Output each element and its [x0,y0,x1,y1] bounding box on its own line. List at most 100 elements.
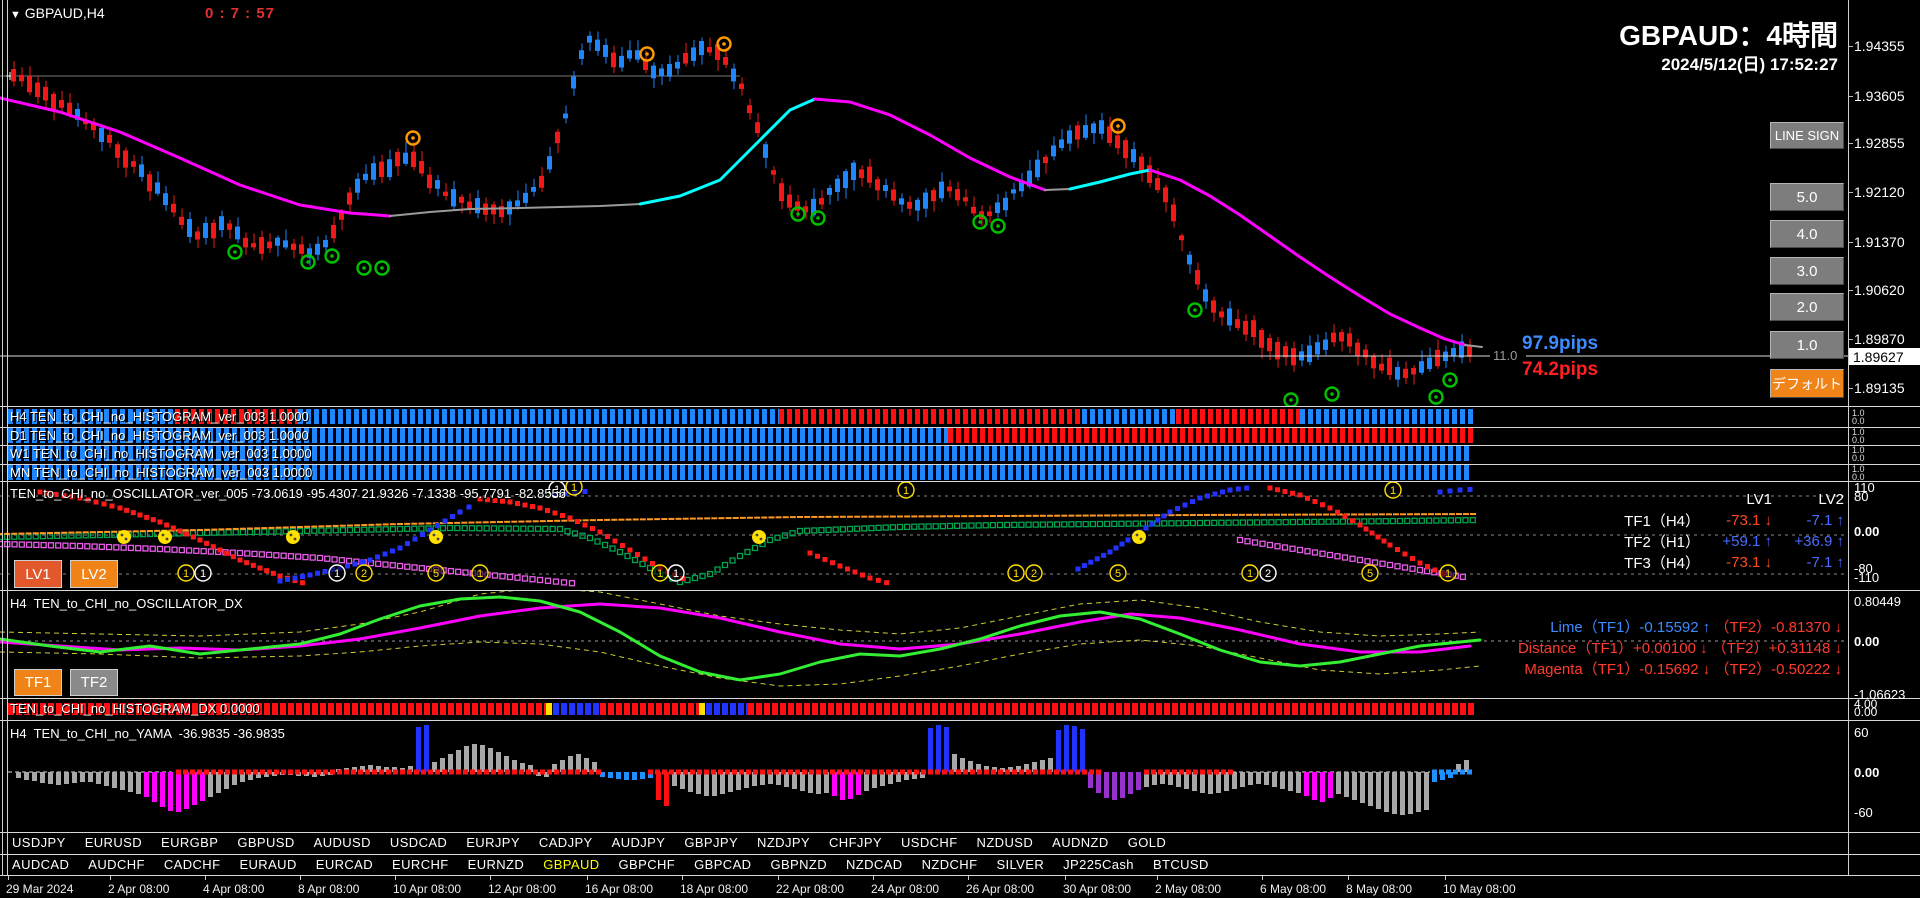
histogram-row-0 [8,409,1473,424]
symbol-tab-EURNZD[interactable]: EURNZD [467,857,525,872]
price-tick [1848,143,1853,144]
price-tick [1848,242,1853,243]
lv2-button[interactable]: LV2 [70,560,118,588]
svg-text:1: 1 [673,568,679,580]
dx-scale-label: 0.00 [1854,634,1880,649]
panel-separator [0,480,1920,482]
level-button-4.0[interactable]: 4.0 [1770,220,1844,248]
moving-average-segment [1068,168,1152,191]
symbol-tab-GBPUSD[interactable]: GBPUSD [237,835,295,850]
axis-border-line [1848,0,1849,876]
price-label: 1.93605 [1854,88,1905,104]
histogram-row-scale: 1.0 0.0 [1852,426,1865,445]
moving-average-segment [389,203,641,217]
dropdown-icon[interactable]: ▼ [10,9,21,21]
histogram-row-2 [8,446,1469,461]
symbol-tab-GOLD[interactable]: GOLD [1127,835,1167,850]
oscillator-scale-label: 0.00 [1854,524,1880,539]
svg-text:2: 2 [361,568,367,580]
symbol-tab-AUDCAD[interactable]: AUDCAD [12,857,70,872]
moving-average-segment [1044,188,1071,191]
yama-scale-label: 0.00 [1854,765,1880,780]
symbol-tab-CADJPY[interactable]: CADJPY [538,835,593,850]
dx-histogram-label: TEN_to_CHI_no_HISTOGRAM_DX 0.0000 [10,701,260,716]
symbol-tab-NZDCAD[interactable]: NZDCAD [846,857,903,872]
level-button-3.0[interactable]: 3.0 [1770,257,1844,285]
symbol-tab-GBPJPY[interactable]: GBPJPY [684,835,739,850]
oscillator-tf-table: LV1 LV2 TF1（H4） -73.1 ↓ -7.1 ↑ TF2（H1） +59.1 ↑… [1600,489,1844,573]
time-axis-label: 10 May 08:00 [1443,882,1516,896]
price-label: 1.92120 [1854,184,1905,200]
time-axis-label: 16 Apr 08:00 [585,882,654,896]
tf-table-row: TF3（H4） -73.1 ↓ -7.1 ↑ [1624,554,1844,572]
level-button-2.0[interactable]: 2.0 [1770,293,1844,321]
symbol-tab-NZDCHF[interactable]: NZDCHF [921,857,978,872]
dx-label: H4 TEN_to_CHI_no_OSCILLATOR_DX [10,596,243,611]
histogram-row-scale: 1.0 0.0 [1852,445,1865,463]
symbol-tab-GBPNZD[interactable]: GBPNZD [770,857,828,872]
moving-average-segment [813,97,1047,192]
tf2-button[interactable]: TF2 [70,669,118,696]
symbol-tab-USDCHF[interactable]: USDCHF [900,835,958,850]
default-button[interactable]: デフォルト [1770,369,1844,398]
panel-separator [0,426,1920,428]
symbol-tab-GBPCHF[interactable]: GBPCHF [618,857,676,872]
symbol-tab-CHFJPY[interactable]: CHFJPY [829,835,882,850]
svg-text:1: 1 [1390,485,1396,497]
main-price-chart[interactable]: 11.0 [0,0,1848,406]
svg-text:1: 1 [183,568,189,580]
symbol-tab-SILVER[interactable]: SILVER [996,857,1045,872]
symbol-tab-EURCAD[interactable]: EURCAD [315,857,374,872]
level-button-5.0[interactable]: 5.0 [1770,183,1844,211]
price-label: 1.91370 [1854,234,1905,250]
time-axis[interactable]: 29 Mar 2024 2 Apr 08:00 4 Apr 08:00 8 Apr 0… [0,876,1920,898]
symbol-tab-AUDUSD[interactable]: AUDUSD [313,835,371,850]
symbol-tab-BTCUSD[interactable]: BTCUSD [1152,857,1209,872]
symbol-tab-EURGBP[interactable]: EURGBP [161,835,219,850]
symbol-tab-AUDCHF[interactable]: AUDCHF [88,857,145,872]
symbol-tab-EURAUD[interactable]: EURAUD [239,857,297,872]
symbol-tab-CADCHF[interactable]: CADCHF [163,857,221,872]
oscillator-label: TEN_to_CHI_no_OSCILLATOR_ver_005 -73.061… [10,486,567,501]
symbol-tab-EURUSD[interactable]: EURUSD [84,835,142,850]
moving-average-segment [1148,168,1467,347]
symbol-tabs-row1: USDJPY EURUSD EURGBP GBPUSD AUDUSD USDCAD EURJ… [0,833,1860,852]
symbol-tab-JP225Cash[interactable]: JP225Cash [1063,857,1134,872]
svg-text:1: 1 [1445,568,1451,580]
tf1-button[interactable]: TF1 [14,669,62,696]
symbol-tab-GBPAUD[interactable]: GBPAUD [543,857,600,872]
lv1-button[interactable]: LV1 [14,560,62,588]
price-tick [1848,339,1853,340]
symbol-tab-GBPCAD[interactable]: GBPCAD [694,857,752,872]
symbol-tab-NZDJPY[interactable]: NZDJPY [757,835,810,850]
line-sign-button[interactable]: LINE SIGN [1770,122,1844,149]
price-tick [1848,290,1853,291]
symbol-tab-AUDNZD[interactable]: AUDNZD [1052,835,1109,850]
dx-histogram-row [8,703,1474,715]
symbol-tab-AUDJPY[interactable]: AUDJPY [611,835,666,850]
yama-scale-label: 60 [1854,725,1869,740]
left-border-line [2,0,3,876]
symbol-tab-USDJPY[interactable]: USDJPY [12,835,66,850]
panel-separator [0,831,1920,833]
time-axis-label: 4 Apr 08:00 [203,882,265,896]
left-border-line2 [7,0,8,876]
yama-scale-label: -60 [1854,805,1873,820]
symbol-tab-NZDUSD[interactable]: NZDUSD [976,835,1034,850]
svg-text:1: 1 [334,568,340,580]
svg-text:2: 2 [1265,568,1271,580]
yama-label: H4 TEN_to_CHI_no_YAMA -36.9835 -36.9835 [10,726,285,741]
yama-panel [8,725,1472,815]
svg-text:1: 1 [200,568,206,580]
symbol-tab-EURCHF[interactable]: EURCHF [392,857,449,872]
time-axis-label: 8 May 08:00 [1346,882,1413,896]
header-datetime: 2024/5/12(日) 17:52:27 [1661,55,1838,74]
price-label: 1.92855 [1854,135,1905,151]
svg-text:1: 1 [1013,568,1019,580]
dx-value-line: Magenta（TF1）-0.15692 ↓ （TF2）-0.50222 ↓ [1524,661,1842,678]
symbol-tab-EURJPY[interactable]: EURJPY [466,835,520,850]
time-axis-label: 22 Apr 08:00 [776,882,845,896]
symbol-tab-USDCAD[interactable]: USDCAD [389,835,448,850]
level-button-1.0[interactable]: 1.0 [1770,331,1844,359]
